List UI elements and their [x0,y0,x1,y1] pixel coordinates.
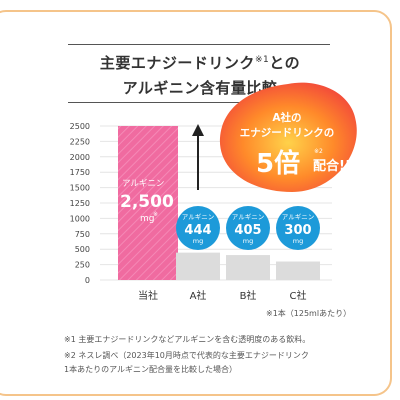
badge-unit: mg [293,237,303,245]
callout-footnote-mark: ※2 [314,148,323,155]
bar-own-company [118,126,178,280]
title-rule-top [68,44,330,45]
footnote-2: ※2 ネスレ調べ（2023年10月時点で代表的な主要エナジードリンク [64,351,309,360]
chart-title-line-1: 主要エナジードリンク※1との [0,52,400,73]
badge-unit: mg [193,237,203,245]
title-footnote-mark: ※1 [254,55,270,65]
bar-competitor-1 [176,252,220,280]
y-tick-label: 1500 [70,184,90,193]
unit-note: ※1本（125mlあたり） [266,309,352,318]
x-tick-label: A社 [190,289,207,302]
bars [118,126,320,280]
y-tick-label: 1750 [70,168,90,177]
title-line1-suffix: との [269,54,301,72]
callout-multiplier: 5倍 [256,148,300,179]
badge-circle [176,206,220,250]
badge-value: 300 [284,223,311,238]
bar-label-value: 2,500 [120,192,174,212]
y-tick-label: 1000 [70,214,90,223]
bar-label-footnote-mark: ※ [153,211,158,218]
title-line1-text: 主要エナジードリンク [99,54,255,72]
badge-name: アルギニン [282,213,314,221]
bar-label-unit: mg [140,214,154,224]
bar-competitor-3 [276,261,320,280]
callout-line-2: エナジードリンクの [240,127,335,139]
x-axis-tick-labels: 当社 A社 B社 C社 [138,289,306,302]
badge-name: アルギニン [182,213,214,221]
badge-name: アルギニン [232,213,264,221]
callout-line-1: A社の [272,111,301,124]
x-tick-label: C社 [290,289,307,302]
footnote-1: ※1 主要エナジードリンクなどアルギニンを含む透明度のある飲料。 [64,335,311,344]
y-tick-label: 1250 [70,199,90,208]
title-rule-bottom [68,102,330,103]
badge-unit: mg [243,237,253,245]
badge-value: 405 [234,223,261,238]
bar-label-name: アルギニン [122,179,164,189]
increase-arrow-icon [192,124,204,190]
y-tick-label: 2000 [70,153,90,162]
y-tick-label: 2500 [70,122,90,131]
badge-circle [276,206,320,250]
x-tick-label: 当社 [138,289,158,302]
bar-competitor-2 [226,255,270,280]
y-tick-label: 500 [75,245,90,254]
badge-value: 444 [184,223,211,238]
y-tick-label: 2250 [70,137,90,146]
y-tick-label: 750 [75,230,90,239]
badge-circle [226,206,270,250]
y-tick-label: 250 [75,261,90,270]
footnote-3: 1本あたりのアルギニン配合量を比較した場合） [64,365,238,374]
chart-title-line-2: アルギニン含有量比較 [122,79,278,97]
y-tick-label: 0 [85,276,90,285]
callout-suffix: 配合!! [313,158,351,174]
bar-label-own-company: アルギニン 2,500 mg※ [120,179,174,224]
x-tick-label: B社 [240,289,257,302]
y-axis-tick-labels: 0 250 500 750 1000 1250 1500 1750 2000 2250 2500 [70,122,90,285]
callout-burst: A社の エナジードリンクの 5倍 ※2 配合!! [219,82,357,192]
